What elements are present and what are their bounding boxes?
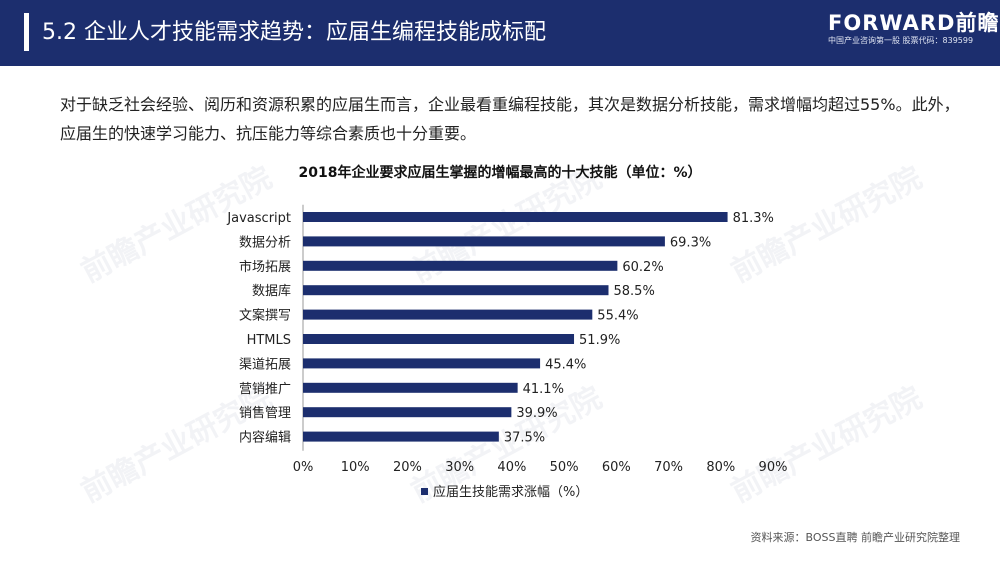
x-tick-label: 0%: [293, 460, 314, 475]
logo-subtext: 中国产业咨询第一股 股票代码：839599: [828, 36, 974, 45]
intro-paragraph: 对于缺乏社会经验、阅历和资源积累的应届生而言，企业最看重编程技能，其次是数据分析…: [60, 95, 960, 143]
bar-销售管理: [303, 407, 512, 418]
bar-value-label: 55.4%: [597, 309, 638, 324]
bar-数据分析: [303, 236, 665, 247]
category-label: 营销推广: [239, 382, 291, 397]
bar-内容编辑: [303, 431, 499, 442]
page-title: 5.2 企业人才技能需求趋势：应届生编程技能成标配: [42, 20, 546, 45]
x-tick-label: 30%: [445, 460, 474, 475]
x-tick-label: 60%: [602, 460, 631, 475]
category-label: 市场拓展: [239, 259, 291, 275]
bar-市场拓展: [303, 260, 618, 271]
category-label: 渠道拓展: [239, 357, 291, 372]
legend-label: 应届生技能需求涨幅（%）: [433, 484, 588, 500]
category-label: 销售管理: [239, 405, 291, 421]
bar-数据库: [303, 285, 609, 296]
source-note: 资料来源：BOSS直聘 前瞻产业研究院整理: [750, 531, 960, 544]
bar-value-label: 69.3%: [670, 235, 711, 250]
category-label: HTMLS: [247, 333, 291, 348]
x-tick-label: 50%: [550, 460, 579, 475]
bar-value-label: 51.9%: [579, 333, 620, 348]
x-tick-label: 10%: [341, 460, 370, 475]
x-tick-label: 90%: [759, 460, 788, 475]
category-label: Javascript: [226, 211, 291, 226]
category-label: 数据库: [252, 283, 291, 299]
bar-value-label: 60.2%: [622, 260, 663, 275]
bar-value-label: 58.5%: [614, 284, 655, 299]
x-tick-label: 70%: [654, 460, 683, 475]
bar-营销推广: [303, 382, 518, 393]
bar-value-label: 45.4%: [545, 357, 586, 372]
bar-Javascript: [303, 212, 728, 222]
category-label: 内容编辑: [239, 430, 291, 446]
x-tick-label: 80%: [706, 460, 735, 475]
logo-text: FORWARD前瞻: [828, 11, 1000, 35]
x-tick-label: 20%: [393, 460, 422, 475]
header-accent-bar: [24, 13, 29, 51]
bar-文案撰写: [303, 309, 593, 320]
category-label: 数据分析: [239, 235, 291, 250]
category-label: 文案撰写: [239, 309, 291, 324]
bar-value-label: 37.5%: [504, 431, 545, 446]
legend-swatch: [421, 488, 428, 495]
brand-logo: FORWARD前瞻 中国产业咨询第一股 股票代码：839599: [828, 11, 1000, 55]
bar-value-label: 39.9%: [516, 406, 557, 421]
bar-value-label: 41.1%: [523, 382, 564, 397]
bar-HTMLS: [303, 334, 575, 344]
bar-渠道拓展: [303, 358, 541, 369]
x-tick-label: 40%: [497, 460, 526, 475]
bar-value-label: 81.3%: [733, 211, 774, 226]
chart-title: 2018年企业要求应届生掌握的增幅最高的十大技能（单位：%）: [299, 164, 702, 181]
header-bar: 5.2 企业人才技能需求趋势：应届生编程技能成标配 FORWARD前瞻 中国产业…: [0, 0, 1000, 66]
